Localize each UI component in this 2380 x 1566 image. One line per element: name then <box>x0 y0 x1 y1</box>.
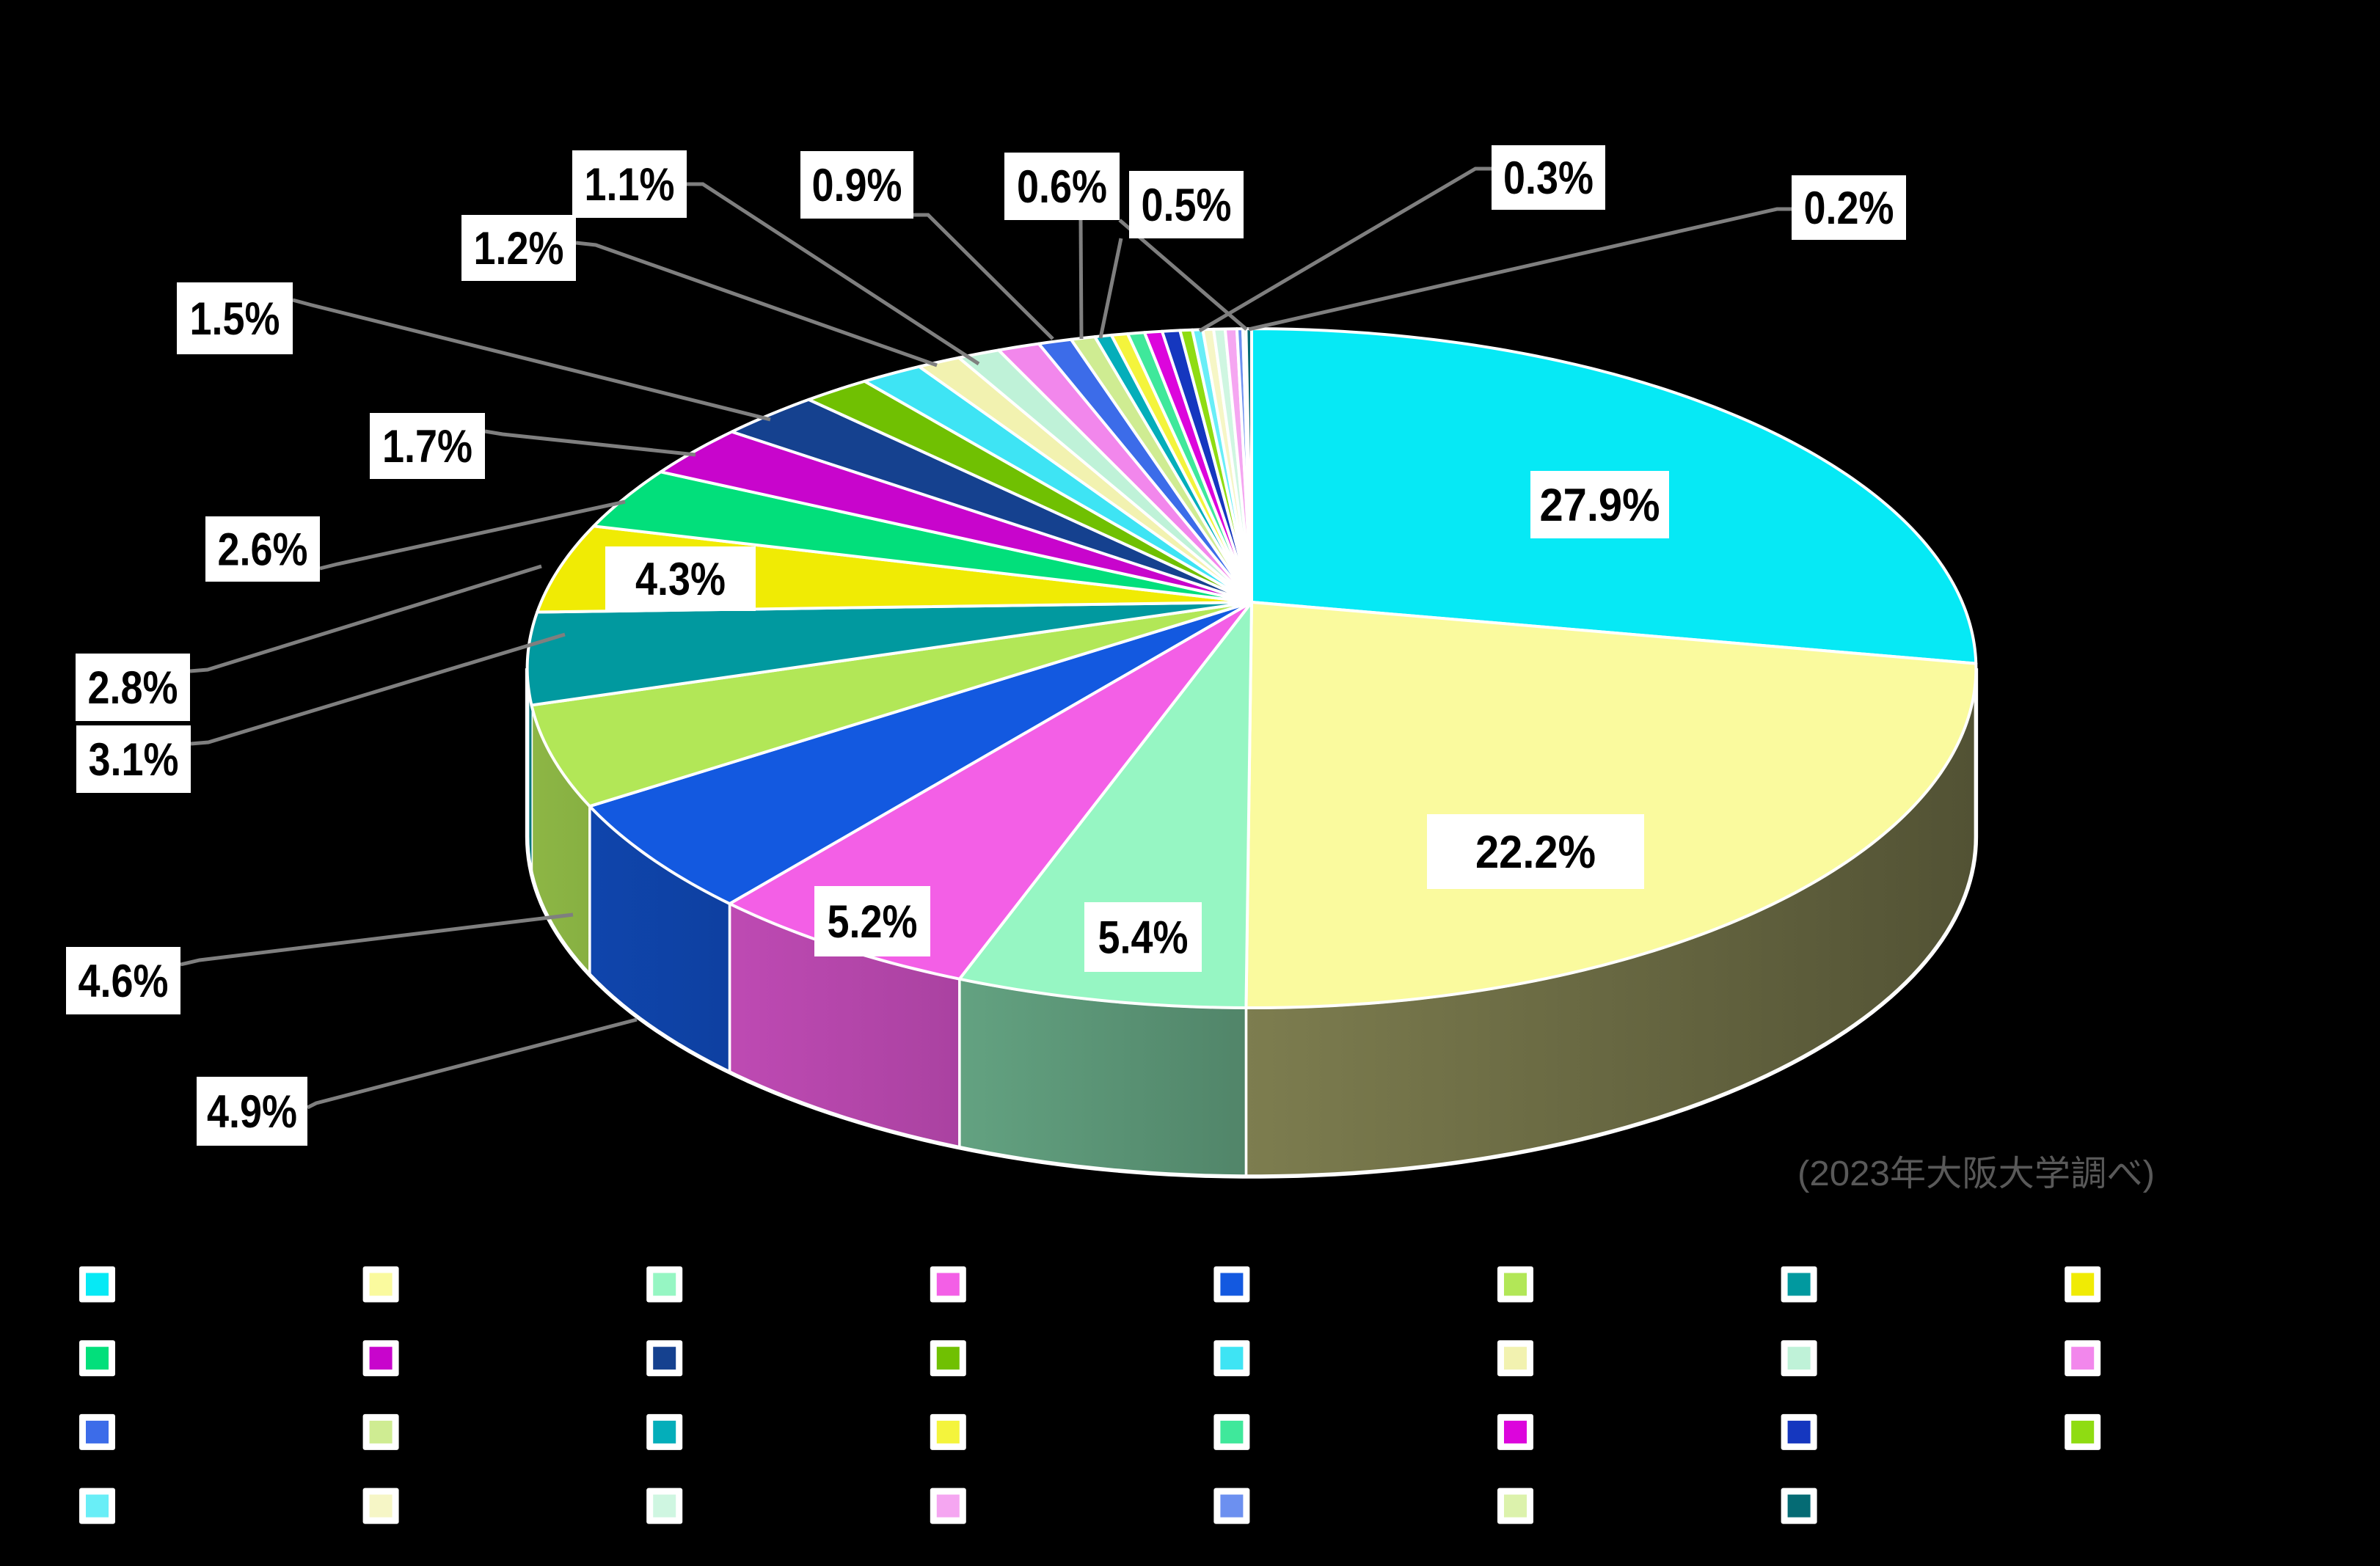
svg-text:1.5%: 1.5% <box>190 293 280 345</box>
svg-text:0.5%: 0.5% <box>1142 180 1232 231</box>
svg-text:27.9%: 27.9% <box>1540 480 1660 531</box>
svg-text:1.7%: 1.7% <box>382 421 472 472</box>
svg-text:0.2%: 0.2% <box>1804 183 1894 234</box>
svg-text:4.9%: 4.9% <box>207 1086 297 1138</box>
svg-text:4.3%: 4.3% <box>635 554 726 605</box>
svg-text:0.9%: 0.9% <box>812 160 902 211</box>
svg-text:5.4%: 5.4% <box>1098 912 1189 964</box>
svg-text:1.1%: 1.1% <box>585 159 675 211</box>
svg-text:22.2%: 22.2% <box>1475 827 1596 878</box>
svg-text:3.1%: 3.1% <box>89 734 179 786</box>
svg-text:(2023年大阪大学調べ): (2023年大阪大学調べ) <box>1797 1155 2155 1193</box>
svg-text:0.6%: 0.6% <box>1017 161 1107 213</box>
svg-text:5.2%: 5.2% <box>828 896 918 948</box>
svg-text:0.3%: 0.3% <box>1503 153 1594 204</box>
svg-text:4.6%: 4.6% <box>79 956 169 1007</box>
svg-text:1.2%: 1.2% <box>474 223 564 274</box>
svg-text:2.8%: 2.8% <box>88 662 178 714</box>
svg-text:2.6%: 2.6% <box>218 524 308 576</box>
